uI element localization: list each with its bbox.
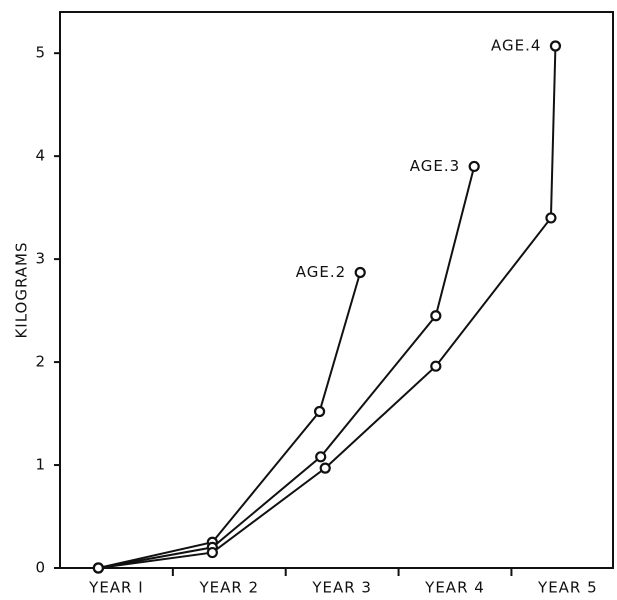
x-tick-label: YEAR 4: [424, 579, 485, 597]
x-tick-label: YEAR I: [88, 579, 144, 597]
series-line: [98, 45, 557, 569]
marker: [206, 546, 218, 559]
x-tick-label: YEAR 5: [537, 579, 598, 597]
y-tick-label: 3: [35, 250, 46, 268]
plot-frame: [59, 11, 614, 569]
marker: [430, 360, 442, 372]
y-tick-label: 1: [35, 456, 46, 474]
series-label: AGE.3: [410, 157, 460, 175]
marker: [545, 212, 557, 224]
series-line: [98, 166, 476, 569]
x-tick-label: YEAR 3: [311, 579, 372, 597]
marker: [430, 310, 442, 322]
marker: [315, 451, 327, 463]
marker: [468, 160, 480, 173]
y-tick-label: 0: [35, 559, 46, 577]
marker: [313, 405, 326, 418]
y-tick-label: 5: [35, 44, 46, 62]
series-label: AGE.2: [296, 263, 346, 281]
y-tick-label: 4: [35, 147, 46, 165]
marker: [354, 266, 366, 279]
y-tick-label: 2: [35, 353, 46, 371]
series-label: AGE.4: [491, 36, 541, 54]
marker: [319, 462, 331, 474]
series-line: [98, 272, 362, 569]
marker: [549, 40, 562, 52]
y-axis-label: KILOGRAMS: [13, 241, 31, 338]
marker: [92, 562, 104, 574]
x-tick-label: YEAR 2: [198, 579, 259, 597]
